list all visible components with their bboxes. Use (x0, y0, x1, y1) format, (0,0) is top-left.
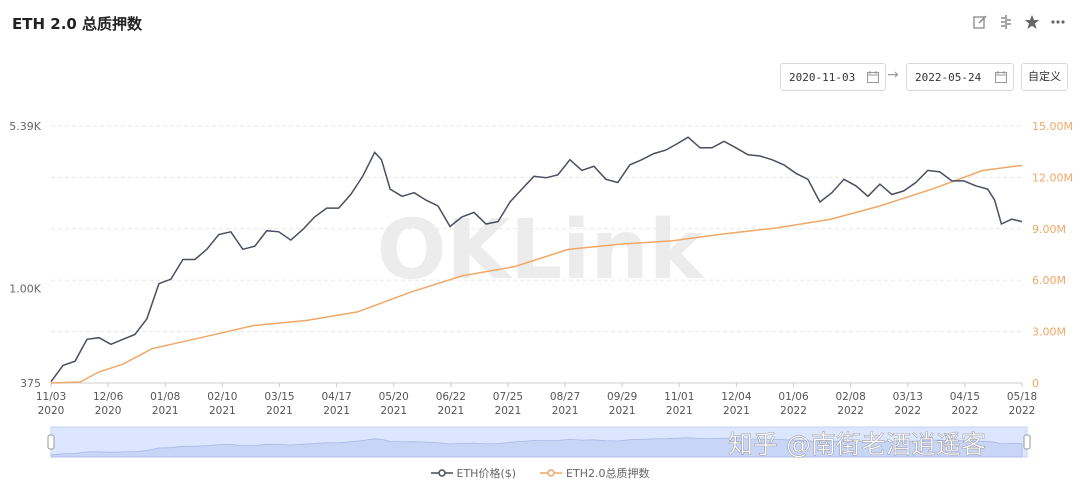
right-tick-label: 9.00M (1032, 223, 1066, 236)
navigator-handle-right[interactable] (1023, 434, 1031, 450)
zhihu-watermark: 知乎 @南街老酒逍遥客 (728, 430, 986, 459)
x-tick-year: 2021 (495, 405, 522, 417)
x-axis: 11/03 2020 12/06 2020 01/08 2021 02/10 2021 03/1… (36, 382, 1037, 417)
x-tick-year: 2021 (552, 405, 579, 417)
legend-marker (540, 469, 563, 477)
left-tick-label: 5.39K (9, 120, 41, 133)
left-tick-label: 375 (20, 377, 41, 390)
x-tick-label: 05/18 (1007, 391, 1037, 403)
navigator-handle-left[interactable] (47, 434, 55, 450)
toolbar (972, 14, 1066, 30)
right-tick-label: 6.00M (1032, 274, 1066, 287)
compare-icon[interactable] (998, 14, 1014, 30)
x-tick-year: 2021 (723, 405, 750, 417)
x-tick-label: 12/04 (721, 391, 752, 403)
x-tick-year: 2021 (209, 405, 236, 417)
arrow-right-icon: → (887, 67, 899, 83)
x-tick-year: 2021 (666, 405, 693, 417)
calendar-icon (995, 71, 1007, 83)
x-tick-label: 04/17 (321, 391, 351, 403)
left-tick-label: 1.00K (9, 282, 41, 295)
start-date-value: 2020-11-03 (789, 71, 856, 84)
x-tick-year: 2021 (437, 405, 464, 417)
navigator-series (50, 437, 1023, 458)
x-tick-label: 03/13 (893, 391, 923, 403)
series-line-eth2-staked (50, 164, 1023, 384)
calendar-icon (867, 71, 879, 83)
x-tick-label: 11/01 (664, 391, 694, 403)
x-tick-label: 12/06 (93, 391, 124, 403)
x-tick-year: 2022 (1009, 405, 1036, 417)
line-chart: OKLink 375 1.00K 5.39K 0 3.00M 6.00M 9.00M 12.… (9, 120, 1073, 459)
x-tick-label: 04/15 (950, 391, 980, 403)
x-tick-year: 2021 (266, 405, 293, 417)
legend-label: ETH2.0总质押数 (566, 467, 650, 480)
legend-item-eth2-staked[interactable]: ETH2.0总质押数 (540, 465, 649, 481)
series-line-eth-price (50, 136, 1023, 383)
x-tick-year: 2021 (323, 405, 350, 417)
range-navigator[interactable] (47, 426, 1031, 458)
x-tick-label: 01/08 (150, 391, 180, 403)
x-tick-year: 2021 (609, 405, 636, 417)
x-tick-label: 06/22 (436, 391, 466, 403)
x-tick-year: 2020 (38, 405, 65, 417)
legend: ETH价格($) ETH2.0总质押数 (0, 465, 1080, 481)
x-tick-year: 2021 (152, 405, 179, 417)
x-tick-year: 2020 (95, 405, 122, 417)
right-axis: 0 3.00M 6.00M 9.00M 12.00M 15.00M (1032, 120, 1073, 390)
right-tick-label: 12.00M (1032, 171, 1073, 184)
end-date-value: 2022-05-24 (915, 71, 982, 84)
x-tick-year: 2021 (380, 405, 407, 417)
x-tick-year: 2022 (837, 405, 864, 417)
x-tick-year: 2022 (952, 405, 979, 417)
x-tick-label: 08/27 (550, 391, 580, 403)
x-tick-label: 02/10 (207, 391, 237, 403)
x-tick-label: 07/25 (493, 391, 523, 403)
page-title: ETH 2.0 总质押数 (12, 15, 143, 33)
x-tick-label: 01/06 (778, 391, 809, 403)
custom-range-button[interactable]: 自定义 (1021, 63, 1068, 91)
legend-item-eth-price[interactable]: ETH价格($) (430, 465, 517, 481)
x-tick-label: 05/20 (379, 391, 409, 403)
watermark: OKLink (377, 203, 706, 298)
more-icon[interactable] (1050, 14, 1066, 30)
edit-icon[interactable] (972, 14, 988, 30)
x-tick-label: 02/08 (836, 391, 866, 403)
x-tick-label: 11/03 (36, 391, 66, 403)
legend-label: ETH价格($) (456, 467, 517, 480)
star-icon[interactable] (1024, 14, 1040, 30)
right-tick-label: 15.00M (1032, 120, 1073, 133)
start-date-input[interactable]: 2020-11-03 (780, 63, 886, 91)
x-tick-year: 2022 (894, 405, 921, 417)
x-tick-label: 09/29 (607, 391, 637, 403)
legend-marker (430, 469, 453, 477)
right-tick-label: 3.00M (1032, 326, 1066, 339)
x-tick-label: 03/15 (264, 391, 294, 403)
left-axis: 375 1.00K 5.39K (9, 120, 41, 390)
x-tick-year: 2022 (780, 405, 807, 417)
end-date-input[interactable]: 2022-05-24 (906, 63, 1014, 91)
right-tick-label: 0 (1032, 377, 1039, 390)
